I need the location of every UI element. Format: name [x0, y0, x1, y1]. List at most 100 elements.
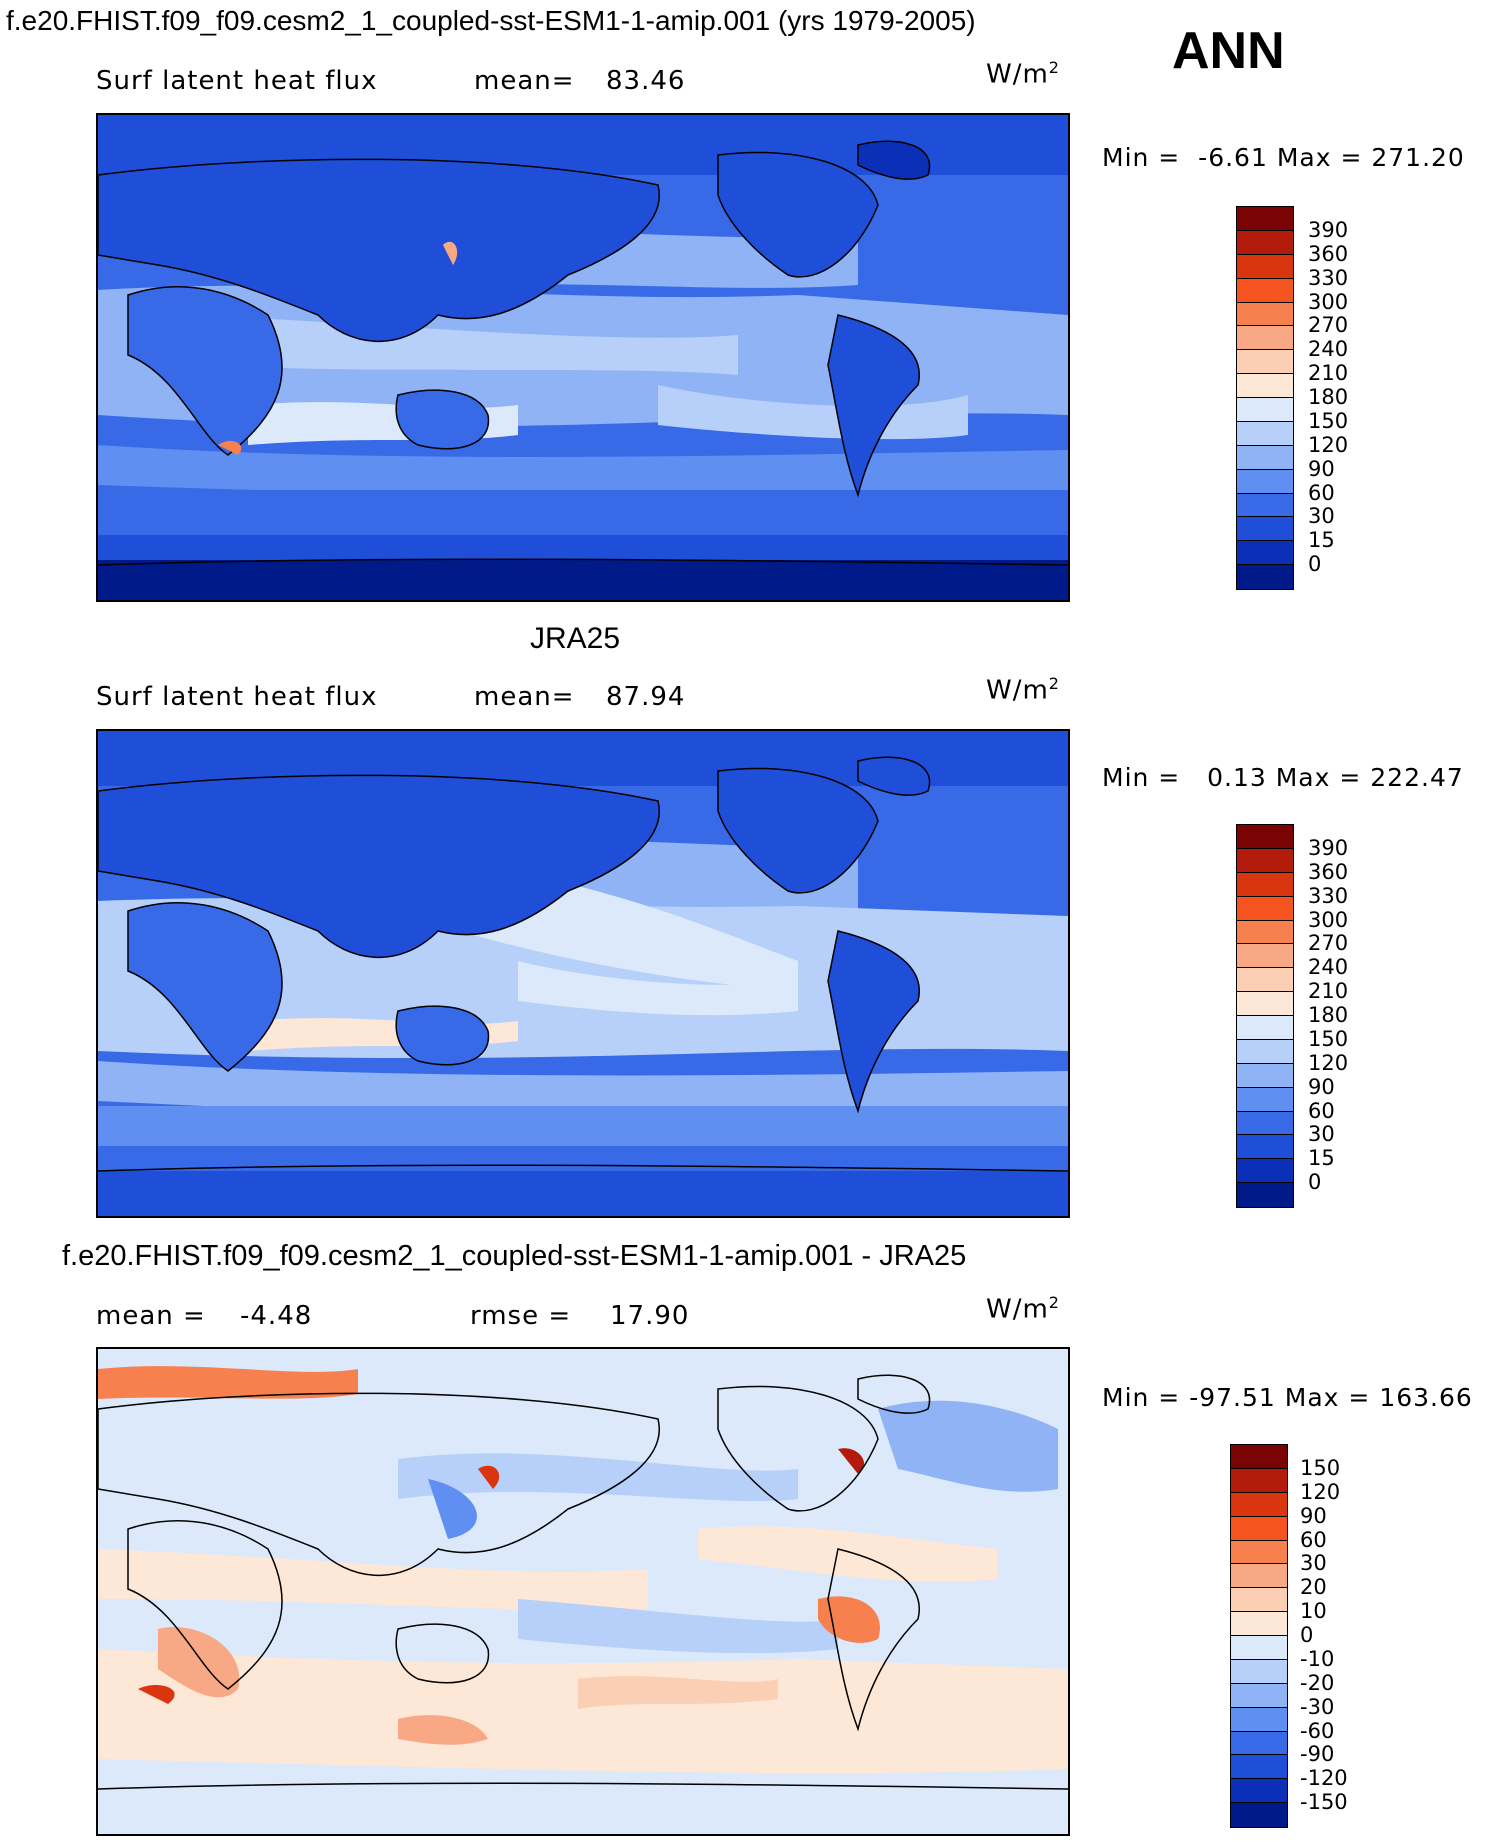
colorbar-swatch — [1237, 1183, 1293, 1207]
colorbar-tick-label: 0 — [1308, 1170, 1322, 1195]
colorbar-swatch — [1231, 1445, 1287, 1469]
colorbar-tick-label: 90 — [1300, 1503, 1327, 1528]
mean-label: mean= — [474, 682, 575, 712]
units-label: W/m2 — [986, 58, 1060, 90]
rmse-label: rmse = — [470, 1301, 572, 1331]
colorbar-tick-label: 360 — [1308, 241, 1349, 266]
mean-value: 87.94 — [606, 682, 686, 712]
colorbar-swatch — [1231, 1755, 1287, 1780]
colorbar-tick-label: 120 — [1308, 432, 1349, 457]
colorbar-tick-label: 330 — [1308, 265, 1349, 290]
mean-value: -4.48 — [240, 1301, 313, 1331]
colorbar-swatch — [1237, 469, 1293, 494]
colorbar-swatch — [1237, 541, 1293, 566]
colorbar-obs — [1236, 824, 1294, 1208]
colorbar-swatch — [1231, 1540, 1287, 1565]
colorbar-tick-label: 300 — [1308, 907, 1349, 932]
colorbar-tick-label: -10 — [1300, 1646, 1335, 1671]
colorbar-swatch — [1231, 1731, 1287, 1756]
colorbar-swatch — [1237, 207, 1293, 231]
colorbar-tick-label: 300 — [1308, 289, 1349, 314]
colorbar-tick-label: 150 — [1300, 1455, 1341, 1480]
colorbar-swatch — [1237, 230, 1293, 255]
colorbar-tick-label: -60 — [1300, 1718, 1335, 1743]
model-map — [96, 113, 1070, 602]
colorbar-tick-label: -120 — [1300, 1766, 1348, 1791]
colorbar-swatch — [1231, 1564, 1287, 1589]
colorbar-swatch — [1231, 1516, 1287, 1541]
colorbar-diff — [1230, 1444, 1288, 1828]
obs-map — [96, 729, 1070, 1218]
colorbar-swatch — [1231, 1707, 1287, 1732]
colorbar-tick-label: 210 — [1308, 979, 1349, 1004]
colorbar-swatch — [1237, 1111, 1293, 1136]
colorbar-swatch — [1231, 1779, 1287, 1804]
colorbar-swatch — [1237, 565, 1293, 589]
colorbar-tick-label: 240 — [1308, 337, 1349, 362]
variable-label: Surf latent heat flux — [96, 682, 378, 712]
mean-value: 83.46 — [606, 66, 686, 96]
colorbar-tick-label: 30 — [1308, 504, 1335, 529]
colorbar-tick-label: 240 — [1308, 955, 1349, 980]
colorbar-swatch — [1231, 1659, 1287, 1684]
colorbar-tick-label: 390 — [1308, 217, 1349, 242]
panel-title: JRA25 — [530, 622, 621, 655]
colorbar-tick-label: 60 — [1308, 480, 1335, 505]
colorbar-tick-label: 90 — [1308, 456, 1335, 481]
colorbar-swatch — [1237, 254, 1293, 279]
minmax-text: Min = -97.51 Max = 163.66 — [1102, 1383, 1473, 1412]
colorbar-swatch — [1237, 992, 1293, 1016]
mean-label: mean = — [96, 1301, 206, 1331]
colorbar-tick-label: 0 — [1300, 1623, 1314, 1647]
colorbar-tick-label: 180 — [1308, 1003, 1349, 1027]
colorbar-tick-label: -150 — [1300, 1790, 1348, 1815]
colorbar-swatch — [1237, 1039, 1293, 1064]
colorbar-tick-label: 15 — [1308, 528, 1335, 553]
colorbar-tick-label: 180 — [1308, 385, 1349, 409]
colorbar-swatch — [1237, 1063, 1293, 1088]
colorbar-swatch — [1237, 825, 1293, 849]
colorbar-swatch — [1237, 421, 1293, 446]
colorbar-tick-label: -30 — [1300, 1694, 1335, 1719]
colorbar-swatch — [1237, 896, 1293, 921]
colorbar-tick-label: 60 — [1300, 1527, 1327, 1552]
colorbar-swatch — [1237, 302, 1293, 327]
mean-label: mean= — [474, 66, 575, 96]
colorbar-tick-label: 150 — [1308, 408, 1349, 433]
colorbar-tick-label: 30 — [1300, 1551, 1327, 1576]
rmse-value: 17.90 — [610, 1301, 690, 1331]
colorbar-swatch — [1231, 1803, 1287, 1827]
colorbar-swatch — [1237, 398, 1293, 422]
diff-map — [96, 1347, 1070, 1836]
colorbar-tick-label: 390 — [1308, 835, 1349, 860]
colorbar-swatch — [1237, 920, 1293, 945]
units-label: W/m2 — [986, 674, 1060, 706]
season-label: ANN — [1172, 22, 1285, 80]
colorbar-swatch — [1237, 374, 1293, 398]
figure-title: f.e20.FHIST.f09_f09.cesm2_1_coupled-sst-… — [6, 5, 976, 36]
colorbar-tick-label: 270 — [1308, 313, 1349, 338]
colorbar-tick-label: -20 — [1300, 1670, 1335, 1695]
colorbar-tick-label: 120 — [1308, 1050, 1349, 1075]
colorbar-tick-label: 60 — [1308, 1098, 1335, 1123]
colorbar-tick-label: 360 — [1308, 859, 1349, 884]
colorbar-tick-label: 20 — [1300, 1575, 1327, 1600]
colorbar-tick-label: 10 — [1300, 1599, 1327, 1624]
colorbar-tick-label: 330 — [1308, 883, 1349, 908]
colorbar-swatch — [1237, 326, 1293, 351]
colorbar-swatch — [1237, 350, 1293, 375]
panel-title: f.e20.FHIST.f09_f09.cesm2_1_coupled-sst-… — [62, 1240, 967, 1272]
minmax-text: Min = 0.13 Max = 222.47 — [1102, 763, 1464, 792]
colorbar-tick-label: 120 — [1300, 1479, 1341, 1504]
colorbar-swatch — [1237, 968, 1293, 993]
colorbar-swatch — [1231, 1588, 1287, 1613]
colorbar-swatch — [1237, 493, 1293, 518]
colorbar-swatch — [1231, 1612, 1287, 1636]
colorbar-swatch — [1237, 1016, 1293, 1040]
colorbar-swatch — [1237, 1159, 1293, 1184]
colorbar-swatch — [1237, 944, 1293, 969]
colorbar-swatch — [1237, 1087, 1293, 1112]
minmax-text: Min = -6.61 Max = 271.20 — [1102, 143, 1465, 172]
colorbar-swatch — [1237, 872, 1293, 897]
colorbar-tick-label: 270 — [1308, 931, 1349, 956]
